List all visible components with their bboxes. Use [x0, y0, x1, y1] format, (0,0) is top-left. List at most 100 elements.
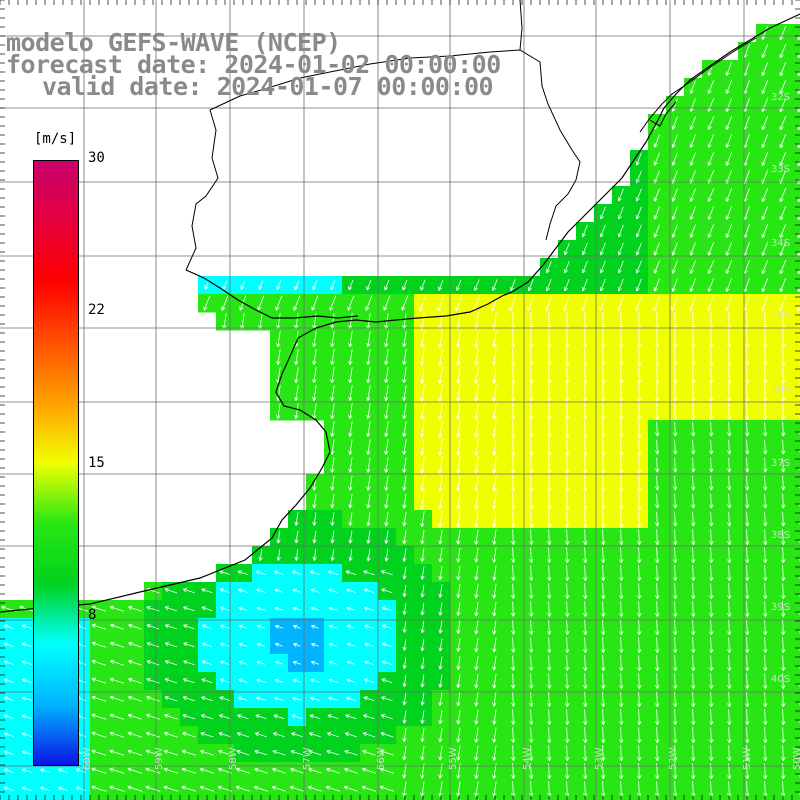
wind-arrow: [637, 601, 642, 618]
wind-arrow: [601, 547, 606, 564]
wind-arrow: [438, 547, 443, 563]
wind-arrow: [761, 80, 769, 95]
wind-arrow: [145, 767, 161, 774]
wind-arrow: [619, 637, 624, 654]
wind-arrow: [380, 732, 394, 738]
wind-arrow: [456, 692, 461, 707]
wind-arrow: [781, 366, 786, 384]
wind-arrow: [689, 294, 697, 312]
wind-arrow: [745, 745, 750, 762]
wind-arrow: [727, 493, 732, 509]
wind-arrow: [275, 642, 283, 647]
wind-arrow: [763, 366, 768, 384]
wind-arrow: [745, 727, 750, 744]
wind-arrow: [599, 294, 607, 312]
wind-arrow: [779, 242, 787, 257]
wind-arrow: [725, 152, 732, 166]
wind-arrow: [583, 565, 588, 581]
wind-arrow: [565, 529, 570, 545]
wind-arrow: [619, 402, 624, 420]
wind-arrow: [456, 781, 461, 797]
wind-arrow: [294, 367, 299, 383]
wind-arrow: [637, 456, 642, 474]
wind-arrow: [709, 475, 714, 491]
forecast-date: forecast date: 2024-01-02 00:00:00: [6, 50, 501, 79]
lon-label: 60W: [82, 747, 93, 770]
wind-arrow: [438, 510, 443, 528]
wind-arrow: [673, 439, 678, 455]
wind-arrow: [240, 280, 246, 290]
wind-arrow: [547, 601, 552, 617]
wind-arrow: [761, 98, 769, 113]
wind-cell: [792, 348, 800, 367]
wind-arrow: [565, 348, 570, 366]
wind-arrow: [673, 384, 678, 402]
wind-cell: [792, 474, 800, 493]
wind-arrow: [781, 511, 786, 527]
wind-arrow: [402, 279, 408, 291]
wind-arrow: [363, 678, 374, 683]
wind-arrow: [529, 330, 534, 348]
wind-arrow: [348, 403, 353, 419]
wind-arrow: [164, 678, 178, 684]
wind-arrow: [673, 655, 678, 672]
wind-arrow: [346, 606, 356, 611]
wind-arrow: [420, 384, 425, 402]
wind-arrow: [293, 624, 301, 629]
wind-arrow: [637, 691, 642, 708]
wind-arrow: [91, 605, 107, 612]
wind-arrow: [601, 565, 606, 581]
wind-arrow: [146, 605, 160, 612]
wind-arrow: [565, 655, 570, 671]
wind-arrow: [200, 731, 214, 738]
wind-arrow: [655, 655, 660, 672]
wind-arrow: [438, 384, 443, 402]
wind-arrow: [781, 457, 786, 473]
wind-arrow: [745, 691, 750, 708]
wind-arrow: [763, 493, 768, 509]
wind-arrow: [384, 385, 389, 401]
wind-arrow: [547, 348, 552, 366]
wind-arrow: [637, 745, 642, 762]
wind-arrow: [127, 713, 143, 720]
wind-arrow: [707, 188, 714, 202]
wind-arrow: [128, 695, 142, 702]
wind-arrow: [565, 601, 570, 617]
wind-arrow: [601, 348, 606, 366]
wind-arrow: [781, 330, 786, 348]
wind-arrow: [565, 709, 570, 725]
wind-arrow: [565, 691, 570, 707]
wind-arrow: [617, 294, 625, 312]
wind-arrow: [689, 188, 696, 202]
wind-arrow: [364, 624, 374, 629]
wind-arrow: [348, 367, 353, 384]
wind-arrow: [745, 348, 750, 366]
wind-arrow: [237, 570, 249, 576]
wind-arrow: [763, 673, 768, 690]
wind-arrow: [384, 367, 389, 384]
wind-arrow: [420, 420, 425, 438]
wind-arrow: [583, 529, 588, 545]
wind-arrow: [583, 474, 588, 492]
wind-arrow: [655, 366, 660, 384]
wind-arrow: [218, 732, 232, 738]
wind-arrow: [547, 402, 552, 420]
wind-cell: [792, 42, 800, 61]
wind-arrow: [219, 714, 231, 720]
wind-arrow: [655, 637, 660, 654]
wind-arrow: [346, 642, 356, 647]
wind-arrow: [3, 696, 15, 701]
wind-arrow: [346, 660, 356, 665]
wind-arrow: [492, 709, 497, 725]
wind-arrow: [420, 602, 425, 616]
wind-arrow: [617, 278, 624, 292]
wind-arrow: [366, 349, 371, 366]
wind-arrow: [201, 606, 213, 612]
wind-arrow: [311, 295, 319, 311]
wind-arrow: [146, 624, 160, 630]
wind-arrow: [3, 750, 15, 755]
wind-arrow: [127, 731, 143, 738]
wind-arrow: [204, 280, 210, 290]
wind-arrow: [199, 785, 215, 792]
wind-arrow: [456, 438, 461, 456]
